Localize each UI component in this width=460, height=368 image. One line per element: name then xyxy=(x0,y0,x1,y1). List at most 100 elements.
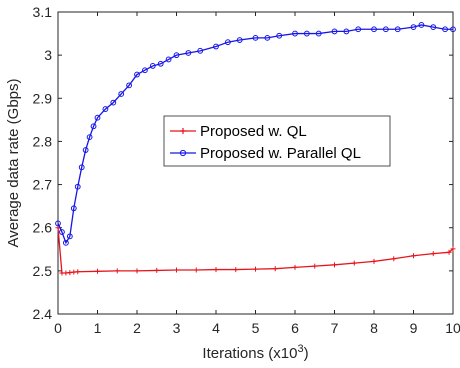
x-tick-label: 10 xyxy=(445,320,460,336)
data-point-ql xyxy=(272,266,278,272)
x-tick-label: 1 xyxy=(94,320,102,336)
data-point-parallel-ql xyxy=(110,99,117,106)
data-point-parallel-ql xyxy=(78,164,85,171)
data-point-parallel-ql xyxy=(394,26,401,33)
y-axis-ticks: 2.4 2.5 2.6 2.7 2.8 2.9 3 3.1 xyxy=(33,4,453,322)
data-point-parallel-ql xyxy=(157,60,164,67)
data-point-parallel-ql xyxy=(224,39,231,46)
data-point-parallel-ql xyxy=(126,82,133,89)
data-point-ql xyxy=(446,249,452,255)
data-point-parallel-ql xyxy=(55,220,61,227)
data-point-ql xyxy=(312,263,318,269)
y-tick-label: 3 xyxy=(44,47,52,63)
data-point-parallel-ql xyxy=(264,34,271,41)
series-line-parallel-ql xyxy=(57,24,453,245)
y-tick-label: 2.8 xyxy=(33,133,53,149)
y-tick-label: 2.4 xyxy=(33,306,53,322)
data-point-parallel-ql xyxy=(142,67,148,74)
data-point-parallel-ql xyxy=(66,233,73,240)
data-point-parallel-ql xyxy=(90,123,97,130)
data-point-ql xyxy=(253,266,258,272)
y-tick-label: 3.1 xyxy=(33,4,53,20)
legend-label-parallel-ql: Proposed w. Parallel QL xyxy=(200,145,361,162)
legend-marker-parallel-ql xyxy=(179,149,187,157)
data-point-ql xyxy=(213,267,219,273)
data-point-ql xyxy=(332,262,337,268)
data-point-ql xyxy=(75,269,81,275)
x-tick-label: 8 xyxy=(370,320,378,336)
legend: Proposed w. QL Proposed w. Parallel QL xyxy=(163,115,391,167)
data-point-parallel-ql xyxy=(410,24,417,31)
x-axis-label-main: Iterations (x10 xyxy=(202,345,297,362)
data-point-parallel-ql xyxy=(315,30,322,37)
legend-box xyxy=(163,115,391,167)
data-point-parallel-ql xyxy=(102,106,109,112)
data-point-ql xyxy=(450,246,456,252)
y-tick-label: 2.7 xyxy=(33,177,53,193)
legend-label-ql: Proposed w. QL xyxy=(200,123,307,140)
data-point-parallel-ql xyxy=(185,50,192,56)
data-point-parallel-ql xyxy=(418,22,425,28)
data-point-parallel-ql xyxy=(86,134,93,141)
x-tick-label: 5 xyxy=(252,320,260,336)
data-point-parallel-ql xyxy=(63,239,69,246)
data-point-parallel-ql xyxy=(165,56,172,63)
data-point-parallel-ql xyxy=(82,147,89,153)
data-point-ql xyxy=(292,264,298,270)
data-point-ql xyxy=(193,267,199,273)
x-tick-label: 2 xyxy=(133,320,141,336)
data-point-ql xyxy=(174,267,179,273)
x-tick-label: 7 xyxy=(331,320,339,336)
data-point-ql xyxy=(351,260,357,266)
data-point-parallel-ql xyxy=(236,37,243,43)
x-tick-label: 3 xyxy=(173,320,181,336)
data-point-parallel-ql xyxy=(343,28,350,35)
data-point-parallel-ql xyxy=(74,183,81,190)
data-point-ql xyxy=(371,258,377,264)
data-point-ql xyxy=(114,268,120,274)
y-tick-label: 2.9 xyxy=(33,90,53,106)
data-point-parallel-ql xyxy=(292,30,298,37)
series-ql xyxy=(55,225,456,276)
data-point-parallel-ql xyxy=(149,63,156,69)
data-point-ql xyxy=(430,251,436,257)
y-tick-label: 2.6 xyxy=(33,220,53,236)
data-point-parallel-ql xyxy=(303,30,310,37)
data-point-ql xyxy=(411,253,416,259)
series-parallel-ql xyxy=(55,22,456,246)
data-point-parallel-ql xyxy=(213,43,219,50)
data-point-parallel-ql xyxy=(134,71,140,78)
data-point-parallel-ql xyxy=(355,26,362,33)
x-tick-label: 9 xyxy=(410,320,418,336)
legend-marker-ql xyxy=(180,128,186,134)
data-point-ql xyxy=(154,267,160,273)
x-tick-label: 4 xyxy=(212,320,220,336)
x-axis-label-sup: 3 xyxy=(297,343,303,355)
data-point-parallel-ql xyxy=(331,28,338,35)
series-layer xyxy=(55,22,456,276)
x-axis-label: Iterations (x103) xyxy=(202,343,308,362)
data-point-parallel-ql xyxy=(197,47,204,54)
y-axis-label: Average data rate (Gbps) xyxy=(5,79,22,248)
x-axis-label-end: ) xyxy=(304,345,309,362)
data-point-parallel-ql xyxy=(118,91,125,97)
data-point-parallel-ql xyxy=(371,26,377,33)
y-tick-label: 2.5 xyxy=(33,263,53,279)
data-point-parallel-ql xyxy=(430,24,437,31)
data-point-parallel-ql xyxy=(382,26,389,33)
data-point-ql xyxy=(134,268,140,274)
data-point-ql xyxy=(233,267,239,273)
x-tick-label: 6 xyxy=(291,320,299,336)
data-point-parallel-ql xyxy=(70,205,77,212)
data-point-ql xyxy=(391,256,397,262)
data-point-parallel-ql xyxy=(173,52,180,59)
data-point-parallel-ql xyxy=(59,229,65,235)
data-point-parallel-ql xyxy=(252,34,259,41)
data-point-parallel-ql xyxy=(276,32,283,39)
data-point-ql xyxy=(95,268,100,274)
data-point-parallel-ql xyxy=(94,114,101,121)
data-point-parallel-ql xyxy=(450,26,456,33)
x-tick-label: 0 xyxy=(54,320,62,336)
data-point-parallel-ql xyxy=(442,26,449,33)
